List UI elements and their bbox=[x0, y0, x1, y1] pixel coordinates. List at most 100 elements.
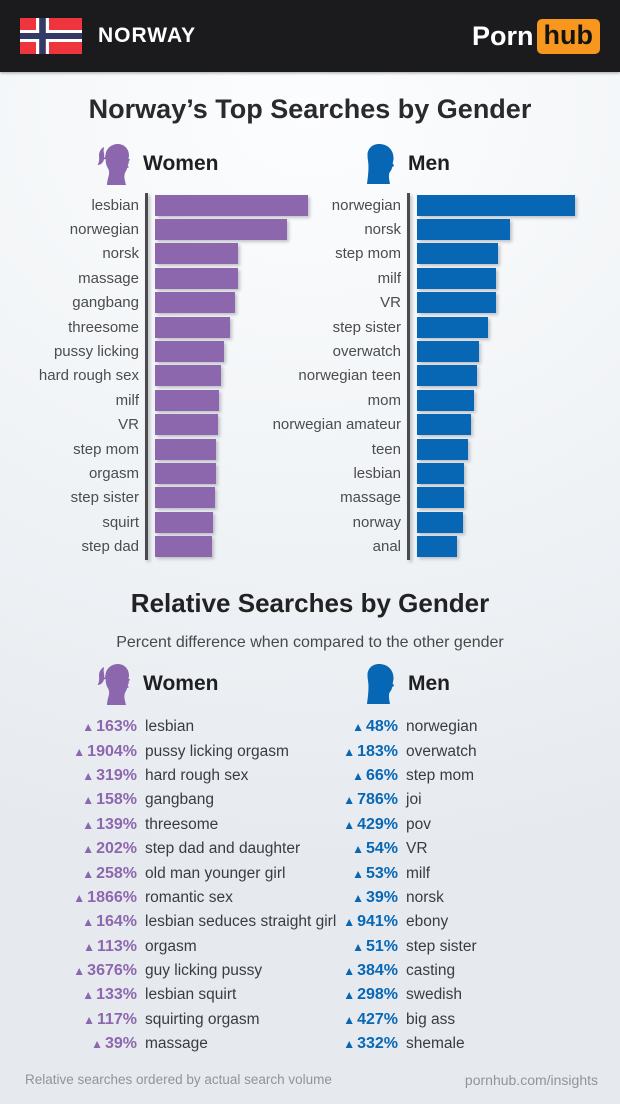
relative-search-row: ▲ 941% ebony bbox=[310, 910, 620, 934]
bar-label: lesbian bbox=[91, 196, 139, 214]
chart-row: mom bbox=[270, 388, 618, 412]
women-chart-rows: lesbian norwegian norsk massage gangbang thre… bbox=[8, 193, 308, 559]
relative-search-row: ▲ 298% swedish bbox=[310, 983, 620, 1007]
relative-section-title: Relative Searches by Gender bbox=[130, 588, 490, 618]
bar bbox=[417, 292, 496, 314]
bar-label: squirt bbox=[102, 513, 139, 531]
norway-flag-icon bbox=[20, 18, 82, 54]
up-triangle-icon: ▲ bbox=[82, 768, 95, 783]
bar bbox=[417, 462, 465, 484]
bar bbox=[417, 365, 478, 387]
up-triangle-icon: ▲ bbox=[343, 964, 356, 979]
percent-difference: ▲ 164% bbox=[82, 913, 137, 931]
percent-difference: ▲ 66% bbox=[352, 766, 398, 784]
percent-difference: ▲ 429% bbox=[343, 815, 398, 833]
up-triangle-icon: ▲ bbox=[352, 842, 364, 857]
percent-difference: ▲ 51% bbox=[352, 937, 398, 955]
bar-label: milf bbox=[115, 391, 139, 409]
logo-hub-badge: hub bbox=[536, 18, 600, 54]
up-triangle-icon: ▲ bbox=[352, 866, 364, 881]
chart-row: norwegian amateur bbox=[270, 413, 618, 437]
chart-row: VR bbox=[270, 291, 618, 315]
bar-label: norwegian bbox=[69, 221, 139, 239]
percent-difference: ▲ 941% bbox=[343, 913, 398, 931]
man-silhouette-icon bbox=[367, 144, 395, 184]
bar bbox=[155, 219, 287, 241]
bar bbox=[417, 219, 511, 241]
men-relative-list: ▲ 48% norwegian ▲ 183% overwatch ▲ 66% step mom ▲… bbox=[310, 715, 620, 1056]
bar bbox=[417, 389, 474, 411]
up-triangle-icon: ▲ bbox=[82, 817, 95, 832]
percent-difference: ▲ 258% bbox=[82, 864, 137, 882]
search-term: step dad and daughter bbox=[145, 840, 301, 858]
chart-row: pussy licking bbox=[8, 339, 308, 363]
search-term: big ass bbox=[406, 1010, 456, 1028]
bar-label: norsk bbox=[102, 245, 139, 263]
header-bar: NORWAY Porn hub bbox=[0, 0, 620, 72]
chart-row: norsk bbox=[270, 217, 618, 241]
relative-search-row: ▲ 429% pov bbox=[310, 813, 620, 837]
search-term: pussy licking orgasm bbox=[145, 742, 289, 760]
percent-difference: ▲ 54% bbox=[352, 840, 398, 858]
bar bbox=[155, 316, 231, 338]
bar-label: lesbian bbox=[353, 464, 401, 482]
chart-row: step mom bbox=[8, 437, 308, 461]
search-term: threesome bbox=[145, 815, 219, 833]
percent-difference: ▲ 1904% bbox=[73, 742, 137, 760]
relative-search-row: ▲ 183% overwatch bbox=[310, 739, 620, 763]
bar bbox=[155, 267, 239, 289]
percent-difference: ▲ 183% bbox=[343, 742, 398, 760]
relative-search-row: ▲ 202% step dad and daughter bbox=[5, 837, 310, 861]
woman-silhouette-icon bbox=[97, 144, 131, 185]
men-legend-relative: Men bbox=[360, 662, 450, 706]
percent-difference: ▲ 202% bbox=[82, 840, 137, 858]
up-triangle-icon: ▲ bbox=[73, 744, 86, 759]
relative-search-row: ▲ 163% lesbian bbox=[5, 715, 310, 739]
up-triangle-icon: ▲ bbox=[82, 988, 95, 1003]
percent-difference: ▲ 158% bbox=[82, 791, 137, 809]
women-relative-list: ▲ 163% lesbian ▲ 1904% pussy licking orgasm ▲ 3… bbox=[5, 715, 336, 1056]
women-legend-label: Women bbox=[143, 672, 219, 695]
top-section-title: Norway’s Top Searches by Gender bbox=[88, 94, 532, 124]
up-triangle-icon: ▲ bbox=[82, 866, 95, 881]
bar bbox=[417, 267, 496, 289]
relative-search-row: ▲ 3676% guy licking pussy bbox=[5, 959, 310, 983]
country-label: NORWAY bbox=[98, 24, 197, 47]
bar-label: teen bbox=[371, 440, 401, 458]
relative-search-row: ▲ 319% hard rough sex bbox=[5, 764, 310, 788]
relative-search-row: ▲ 258% old man younger girl bbox=[5, 861, 310, 885]
bar bbox=[417, 536, 457, 558]
search-term: norsk bbox=[406, 888, 444, 906]
chart-row: anal bbox=[270, 534, 618, 558]
logo-porn-text: Porn bbox=[472, 20, 534, 51]
chart-row: overwatch bbox=[270, 339, 618, 363]
percent-difference: ▲ 427% bbox=[343, 1010, 398, 1028]
bar bbox=[155, 389, 220, 411]
relative-search-row: ▲ 53% milf bbox=[310, 861, 620, 885]
men-legend-label: Men bbox=[408, 672, 450, 695]
up-triangle-icon: ▲ bbox=[352, 890, 364, 905]
relative-search-row: ▲ 113% orgasm bbox=[5, 935, 310, 959]
footer-site-link: pornhub.com/insights bbox=[464, 1072, 598, 1088]
chart-row: lesbian bbox=[270, 461, 618, 485]
bar-label: step mom bbox=[335, 245, 401, 263]
up-triangle-icon: ▲ bbox=[343, 817, 356, 832]
relative-search-row: ▲ 1904% pussy licking orgasm bbox=[5, 739, 310, 763]
chart-row: teen bbox=[270, 437, 618, 461]
up-triangle-icon: ▲ bbox=[73, 964, 86, 979]
percent-difference: ▲ 39% bbox=[91, 1035, 137, 1053]
search-term: swedish bbox=[406, 986, 462, 1004]
relative-search-row: ▲ 427% big ass bbox=[310, 1008, 620, 1032]
chart-row: lesbian bbox=[8, 193, 308, 217]
men-chart-axis bbox=[407, 193, 410, 560]
search-term: overwatch bbox=[406, 742, 477, 760]
chart-row: step sister bbox=[270, 315, 618, 339]
search-term: lesbian seduces straight girl bbox=[145, 913, 337, 931]
bar-label: threesome bbox=[68, 318, 139, 336]
percent-difference: ▲ 384% bbox=[343, 962, 398, 980]
bar bbox=[155, 243, 239, 265]
bar-label: step mom bbox=[73, 440, 139, 458]
percent-difference: ▲ 39% bbox=[352, 888, 398, 906]
search-term: guy licking pussy bbox=[145, 962, 263, 980]
